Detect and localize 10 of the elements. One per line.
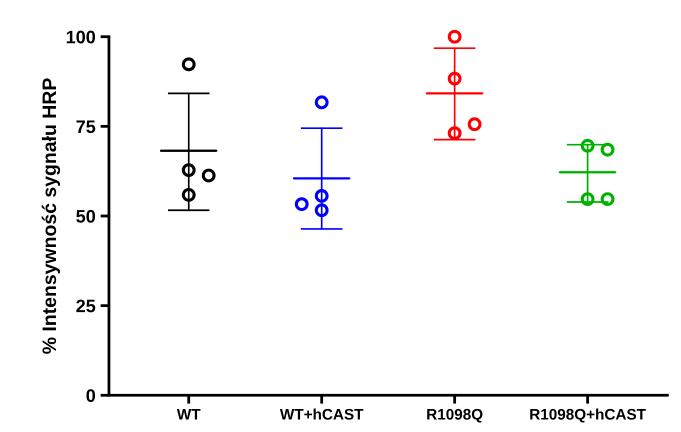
x-tick-label: R1098Q <box>427 408 482 423</box>
x-tick-label: WT <box>176 409 200 420</box>
x-tick-label: R1098Q+hCAST <box>530 408 646 423</box>
y-tick-label: 25 <box>76 300 96 312</box>
y-tick-label: 75 <box>76 120 96 134</box>
y-tick-label: 100 <box>66 30 96 44</box>
y-tick-label: 0 <box>86 389 96 402</box>
y-tick-label: 50 <box>76 210 96 223</box>
x-tick-label: WT+hCAST <box>280 408 364 420</box>
y-axis-title: % Intensywność sygnału HRP <box>42 78 60 354</box>
